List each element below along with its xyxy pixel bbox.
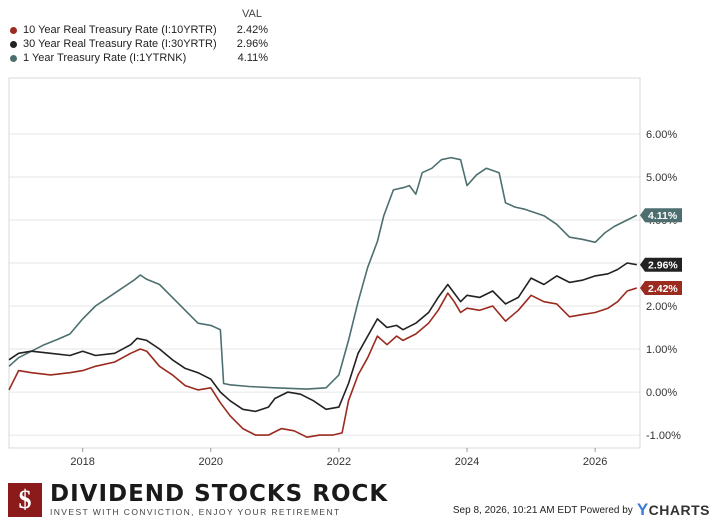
y-tick-label: -1.00% bbox=[646, 430, 681, 442]
end-label: 2.96% bbox=[640, 257, 682, 272]
brand-logo[interactable]: $ DIVIDEND STOCKS ROCK INVEST WITH CONVI… bbox=[8, 482, 388, 517]
series-color-dot bbox=[10, 40, 17, 48]
end-label-bg bbox=[640, 257, 682, 272]
ycharts-logo-y: Y bbox=[636, 500, 649, 519]
end-label: 2.42% bbox=[640, 280, 682, 295]
legend-value-header: VAL bbox=[242, 8, 262, 20]
x-tick-label: 2018 bbox=[70, 456, 94, 468]
legend-item[interactable]: 1 Year Treasury Rate (I:1YTRNK) 4.11% bbox=[8, 51, 268, 65]
x-tick-label: 2020 bbox=[199, 456, 223, 468]
plot-border bbox=[8, 77, 641, 449]
ycharts-logo-text: CHARTS bbox=[648, 502, 710, 518]
end-label-text: 2.42% bbox=[648, 283, 678, 295]
end-value-labels: 4.11% 2.96% 2.42% bbox=[640, 208, 682, 295]
series-color-dot bbox=[10, 54, 17, 62]
legend: VAL 10 Year Real Treasury Rate (I:10YRTR… bbox=[8, 8, 268, 65]
legend-item-value: 4.11% bbox=[237, 52, 268, 64]
legend-item-value: 2.96% bbox=[236, 38, 268, 50]
end-label-bg bbox=[640, 280, 682, 295]
end-label-text: 2.96% bbox=[648, 260, 678, 272]
timestamp-text: Sep 8, 2026, 10:21 AM EDT Powered by bbox=[452, 504, 633, 516]
legend-item-name: 1 Year Treasury Rate (I:1YTRNK) bbox=[23, 52, 187, 64]
x-tick-label: 2026 bbox=[583, 456, 607, 468]
legend-item-name: 10 Year Real Treasury Rate (I:10YRTR) bbox=[23, 24, 217, 36]
line-chart[interactable]: -1.00%0.00%1.00%2.00%3.00%4.00%5.00%6.00… bbox=[0, 0, 720, 476]
footer: $ DIVIDEND STOCKS ROCK INVEST WITH CONVI… bbox=[0, 476, 720, 521]
end-label-text: 4.11% bbox=[648, 210, 678, 222]
y-tick-label: 6.00% bbox=[646, 129, 677, 141]
series-line bbox=[8, 156, 638, 390]
legend-item[interactable]: 10 Year Real Treasury Rate (I:10YRTR) 2.… bbox=[8, 23, 268, 37]
ycharts-logo[interactable]: YCHARTS bbox=[637, 500, 710, 520]
y-tick-label: 1.00% bbox=[646, 344, 677, 356]
legend-item-value: 2.42% bbox=[236, 24, 268, 36]
series-line bbox=[8, 262, 637, 413]
x-axis-labels: 2018 2020 2022 2024 2026 bbox=[70, 456, 607, 468]
dollar-icon: $ bbox=[8, 482, 42, 517]
y-tick-label: 5.00% bbox=[646, 172, 677, 184]
legend-header: VAL bbox=[8, 8, 268, 23]
y-axis-labels: -1.00%0.00%1.00%2.00%3.00%4.00%5.00%6.00… bbox=[646, 129, 681, 442]
y-tick-label: 2.00% bbox=[646, 301, 677, 313]
legend-item[interactable]: 30 Year Real Treasury Rate (I:30YRTR) 2.… bbox=[8, 37, 268, 51]
x-tick-label: 2022 bbox=[327, 456, 351, 468]
brand-tagline: INVEST WITH CONVICTION, ENJOY YOUR RETIR… bbox=[50, 507, 341, 517]
legend-item-name: 30 Year Real Treasury Rate (I:30YRTR) bbox=[23, 38, 217, 50]
series-line bbox=[8, 287, 638, 438]
plot-frame bbox=[8, 77, 641, 452]
series-lines bbox=[8, 156, 638, 438]
grid-lines bbox=[9, 133, 640, 436]
end-label: 4.11% bbox=[640, 208, 682, 223]
brand-name: DIVIDEND STOCKS ROCK bbox=[50, 481, 389, 507]
end-label-bg bbox=[640, 208, 682, 223]
timestamp: Sep 8, 2026, 10:21 AM EDT Powered by YCH… bbox=[453, 500, 710, 520]
x-tick-label: 2024 bbox=[455, 456, 479, 468]
y-tick-label: 0.00% bbox=[646, 387, 677, 399]
series-color-dot bbox=[10, 26, 17, 34]
